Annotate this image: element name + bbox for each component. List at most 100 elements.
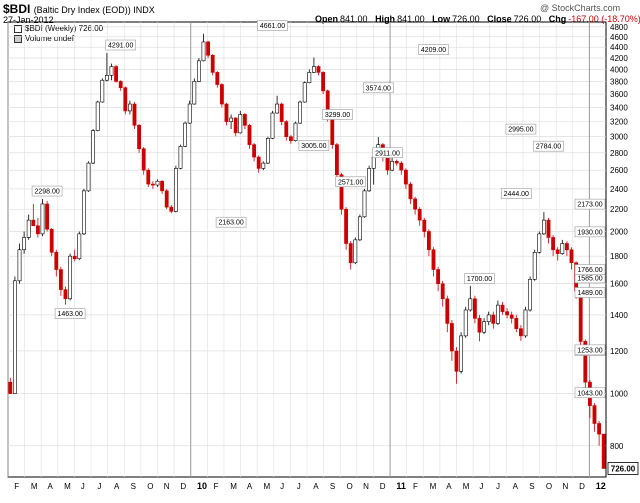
y-tick-label: 1000 <box>610 390 628 399</box>
x-tick-label: N <box>363 482 369 491</box>
candle-body <box>509 314 514 319</box>
legend-volume: Volume undef <box>14 34 103 44</box>
candle-body <box>187 103 192 124</box>
candle-body <box>491 314 496 324</box>
candle-body <box>371 156 376 169</box>
candle-body <box>523 309 528 337</box>
y-tick-label: 4400 <box>610 43 628 52</box>
y-tick-label: 3600 <box>610 90 628 99</box>
candle-body <box>17 249 22 282</box>
candle-body <box>229 117 234 122</box>
x-tick-label: A <box>114 482 120 491</box>
candle-body <box>54 251 59 270</box>
last-value-box <box>607 462 639 475</box>
annotation-label: 1043.00 <box>577 390 602 397</box>
candle-body <box>95 101 100 131</box>
candle-body <box>252 144 257 158</box>
annotation-label: 1585.00 <box>577 275 602 282</box>
candle-body <box>541 219 546 235</box>
annotation-label: 2163.00 <box>218 220 243 227</box>
x-tick-label: D <box>180 482 186 491</box>
candle-body <box>35 225 40 235</box>
annotation-box <box>505 123 537 135</box>
candle-body <box>72 255 77 260</box>
x-tick-label: A <box>446 482 452 491</box>
x-tick-label: N <box>164 482 170 491</box>
candle-body <box>183 122 188 147</box>
annotation-box <box>362 82 394 94</box>
candle-body <box>353 239 358 264</box>
x-tick-label: J <box>297 482 301 491</box>
candle-body <box>486 314 491 323</box>
open-label: Open <box>315 14 339 24</box>
candle-body <box>390 161 395 171</box>
candle-body <box>31 219 36 227</box>
low-label: Low <box>432 14 451 24</box>
annotation-label: 1700.00 <box>467 276 492 283</box>
candle-body <box>518 328 523 337</box>
annotation-box <box>215 216 247 228</box>
candle-body <box>173 168 178 212</box>
candle-body <box>334 144 339 176</box>
candle-body <box>91 130 96 164</box>
x-tick-label: M <box>64 482 71 491</box>
x-tick-label: M <box>463 482 470 491</box>
candle-body <box>242 114 247 126</box>
annotation-label: 1930.00 <box>577 229 602 236</box>
x-tick-label: D <box>380 482 386 491</box>
candle-body <box>86 162 91 192</box>
y-tick-label: 3000 <box>610 133 628 142</box>
annotation-box <box>335 176 367 188</box>
candle-body <box>500 304 505 312</box>
x-tick-label: M <box>430 482 437 491</box>
candle-body <box>307 72 312 83</box>
candle-body <box>201 41 206 62</box>
y-tick-label: 1600 <box>610 280 628 289</box>
annotation-label: 3574.00 <box>366 85 391 92</box>
annotation-label: 2571.00 <box>338 179 363 186</box>
candle-body <box>118 81 123 88</box>
candle-body <box>477 317 482 333</box>
candle-body <box>601 433 606 469</box>
candle-body <box>482 321 487 333</box>
candle-body <box>160 180 165 192</box>
candle-body <box>77 233 82 260</box>
candle-body <box>440 283 445 300</box>
candle-body <box>578 290 583 342</box>
candle-body <box>288 136 293 141</box>
candle-body <box>8 381 13 394</box>
annotation-box <box>298 140 330 151</box>
annotation-label: 4209.00 <box>421 47 446 54</box>
candle-body <box>560 243 565 254</box>
series-swatch <box>14 24 22 33</box>
candle-body <box>413 198 418 210</box>
candle-body <box>215 72 220 85</box>
candle-body <box>141 148 146 171</box>
annotation-label: 1489.00 <box>577 290 602 297</box>
candle-body <box>123 87 128 112</box>
candle-body <box>597 423 602 435</box>
x-tick-label: O <box>147 482 153 491</box>
x-tick-label: M <box>31 482 38 491</box>
annotation-label: 2444.00 <box>504 191 529 198</box>
candle-body <box>463 309 468 337</box>
candle-body <box>321 72 326 92</box>
candle-body <box>137 125 142 150</box>
annotation-box <box>257 20 288 31</box>
candle-body <box>339 174 344 210</box>
x-tick-label: 10 <box>197 481 207 491</box>
last-value-label: 726.00 <box>611 464 636 473</box>
change-value: -167.00 (-18.70%) <box>568 14 640 24</box>
y-tick-label: 1400 <box>610 311 628 320</box>
x-tick-label: M <box>263 482 270 491</box>
legend-volume-label: Volume undef <box>25 34 74 43</box>
candle-body <box>192 81 197 105</box>
annotation-label: 2298.00 <box>34 189 59 196</box>
candle-body <box>109 66 114 76</box>
candle-body <box>178 145 183 169</box>
symbol-title: $BDI (Baltic Dry Index (EOD)) INDX <box>3 2 155 16</box>
candle-body <box>210 54 215 73</box>
candle-body <box>279 103 284 122</box>
candle-body <box>256 156 261 169</box>
